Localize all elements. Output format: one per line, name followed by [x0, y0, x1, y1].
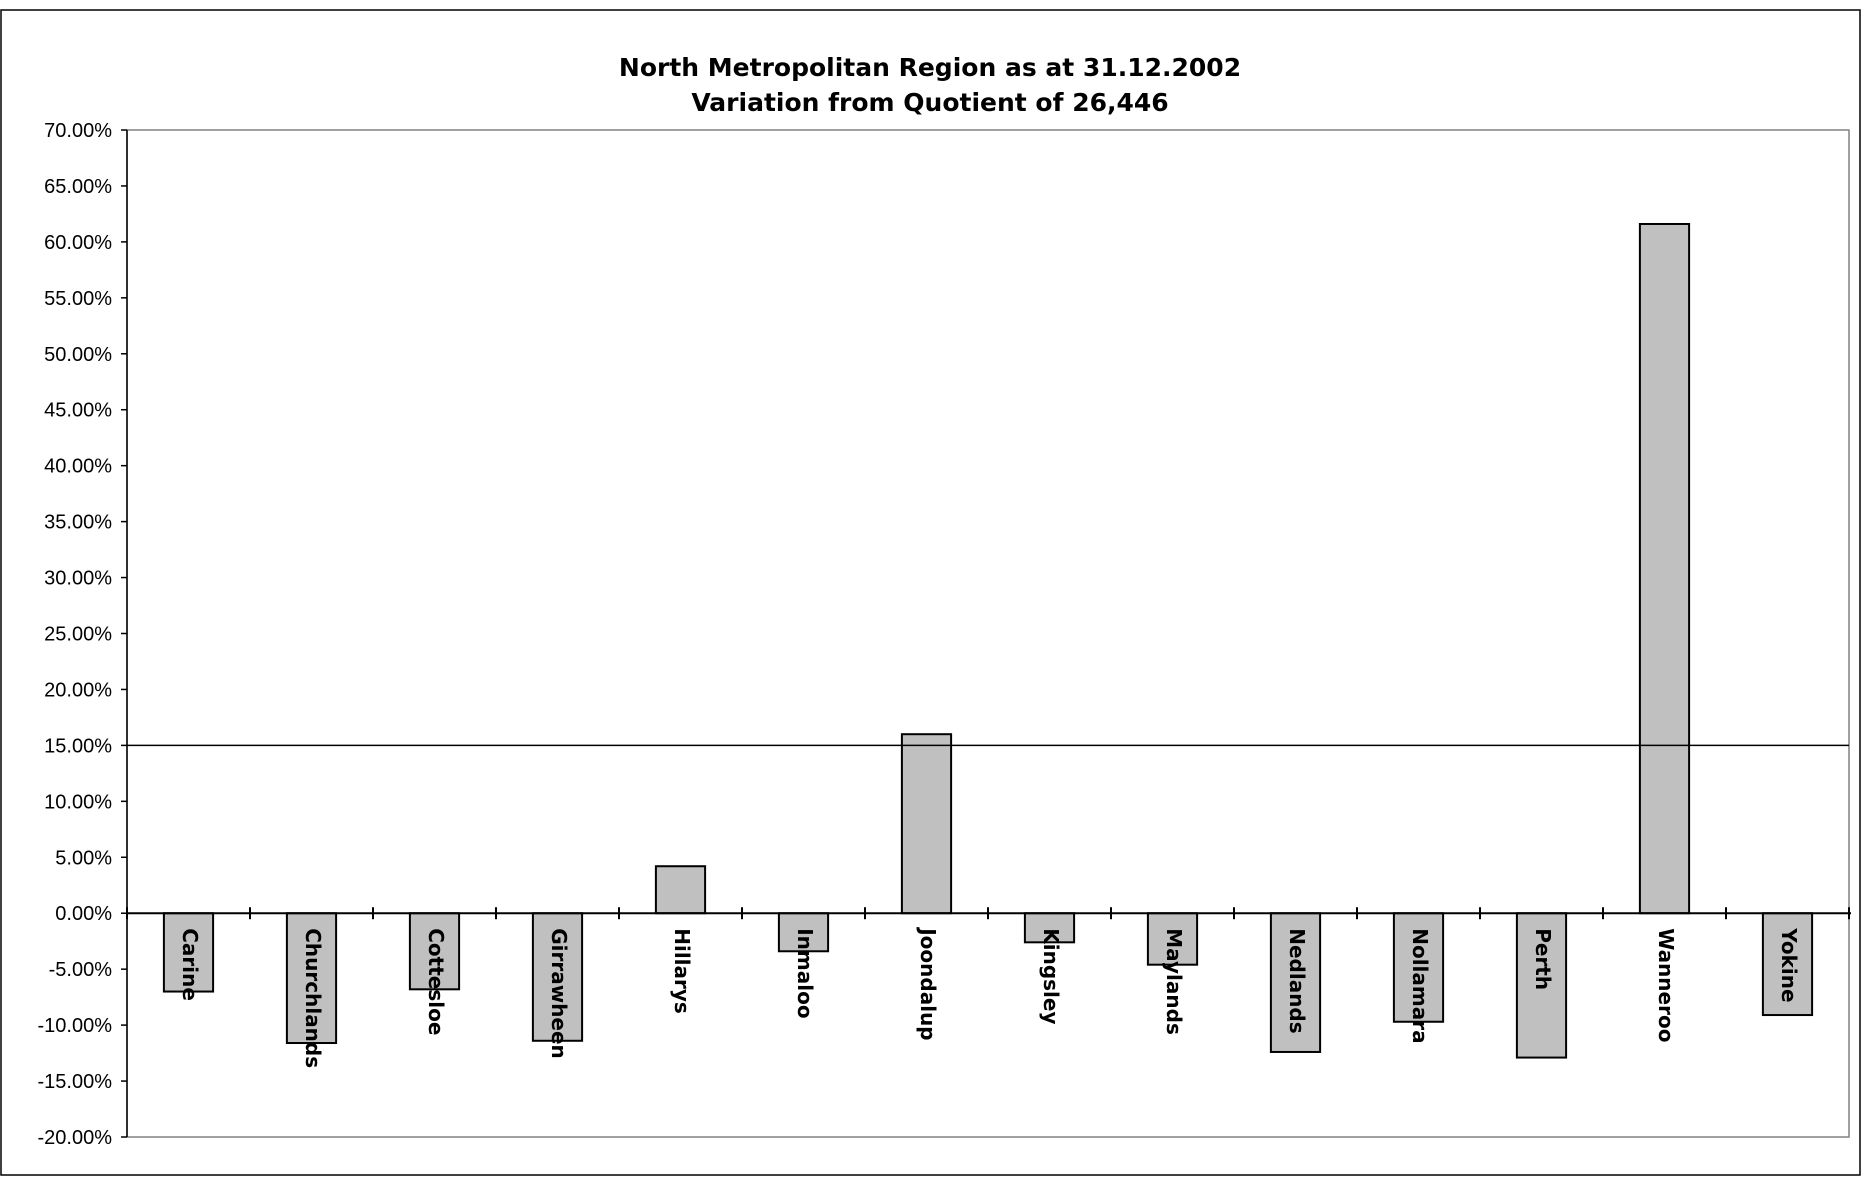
- y-tick-label: 20.00%: [44, 679, 112, 701]
- chart-subtitle: Variation from Quotient of 26,446: [691, 88, 1168, 117]
- category-label: Nollamara: [1408, 928, 1432, 1043]
- y-tick-label: 25.00%: [44, 624, 112, 646]
- bar-churchlands: [285, 912, 338, 1045]
- y-tick-label: -5.00%: [49, 959, 113, 981]
- y-tick-label: -10.00%: [38, 1015, 113, 1037]
- y-ticks: 70.00% 65.00% 60.00% 55.00% 50.00% 45.00% 40.0…: [38, 120, 127, 1149]
- y-tick-label: 10.00%: [44, 791, 112, 813]
- y-tick-label: 35.00%: [44, 512, 112, 534]
- category-label: Inmaloo: [793, 928, 817, 1018]
- bar-hillarys: [654, 865, 707, 915]
- category-labels: Carine Churchlands Cottesloe Girrawheen Hill…: [178, 926, 1801, 1068]
- y-tick-label: 45.00%: [44, 400, 112, 422]
- y-tick-label: 5.00%: [55, 847, 112, 869]
- y-tick-label: 65.00%: [44, 176, 112, 198]
- bars: [162, 222, 1814, 1059]
- category-label: Kingsley: [1039, 928, 1063, 1024]
- category-label: Hillarys: [670, 928, 694, 1014]
- x-ticks: [126, 907, 1850, 920]
- category-label: Girrawheen: [547, 928, 571, 1059]
- bar-maylands: [1146, 912, 1199, 966]
- y-tick-label: 50.00%: [44, 344, 112, 366]
- y-tick-label: 30.00%: [44, 568, 112, 590]
- category-label: Churchlands: [301, 928, 325, 1068]
- y-tick-label: 55.00%: [44, 288, 112, 310]
- y-tick-label: -15.00%: [38, 1071, 113, 1093]
- y-tick-label: 40.00%: [44, 456, 112, 478]
- bar-cottesloe: [408, 912, 461, 991]
- category-label: Carine: [178, 928, 202, 1001]
- category-label: Joondalup: [916, 926, 940, 1040]
- category-label: Yokine: [1777, 927, 1801, 1002]
- category-label: Maylands: [1162, 928, 1186, 1035]
- chart-title: North Metropolitan Region as at 31.12.20…: [619, 53, 1241, 82]
- bar-girrawheen: [531, 912, 584, 1042]
- bar-nedlands: [1269, 912, 1322, 1053]
- bar-wanneroo: [1638, 222, 1691, 915]
- y-tick-label: 70.00%: [44, 120, 112, 142]
- y-tick-label: 0.00%: [55, 903, 112, 925]
- category-label: Perth: [1531, 928, 1555, 990]
- bar-inmaloo: [777, 912, 830, 953]
- y-tick-label: 60.00%: [44, 232, 112, 254]
- bar-kingsley: [1023, 912, 1076, 944]
- y-tick-label: 15.00%: [44, 735, 112, 757]
- bar-yokine: [1761, 912, 1814, 1017]
- y-tick-label: -20.00%: [38, 1127, 113, 1149]
- category-label: Nedlands: [1285, 928, 1309, 1033]
- category-label: Wanneroo: [1654, 928, 1678, 1042]
- bar-joondalup: [900, 733, 953, 915]
- category-label: Cottesloe: [424, 928, 448, 1035]
